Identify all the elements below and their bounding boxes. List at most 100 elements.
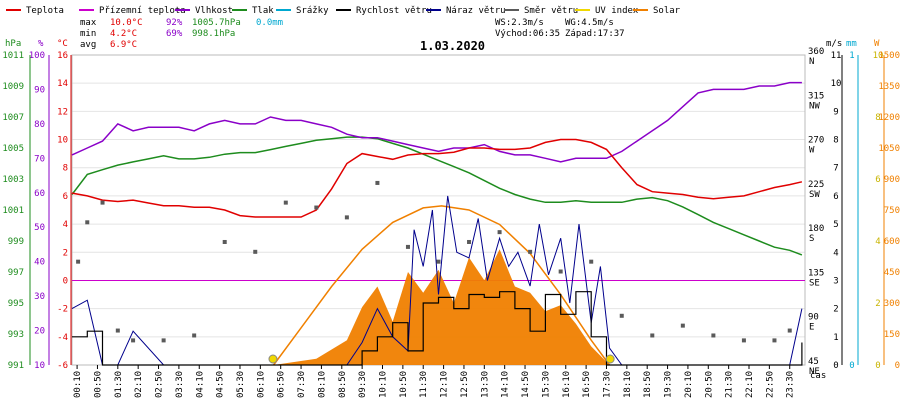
legend-label-humidity: Vlhkost (195, 6, 233, 16)
chart-title: 1.03.2020 (420, 39, 485, 53)
wind-dir-point (405, 244, 410, 249)
dir-tick-compass: NE (809, 367, 820, 377)
w-tick: 600 (884, 237, 900, 247)
degc-tick: -4 (57, 333, 68, 343)
wind-dir-point (436, 259, 441, 264)
x-tick-label: 15:30 (541, 371, 551, 398)
pct-tick: 60 (34, 189, 45, 199)
degc-tick: 2 (63, 248, 68, 258)
hpa-tick: 1001 (2, 206, 24, 216)
legend-label-wind_dir: Směr větru (524, 6, 578, 16)
dir-tick-compass: W (809, 146, 815, 156)
ms-tick: 8 (833, 136, 838, 146)
wind-dir-point (85, 220, 90, 225)
x-tick-label: 18:50 (643, 371, 653, 398)
pct-tick: 50 (34, 223, 45, 233)
wind-dir-point (650, 333, 655, 338)
ms-tick: 5 (833, 220, 838, 230)
wind-dir-point (253, 249, 258, 254)
ms-tick: 2 (833, 305, 838, 315)
x-tick-label: 23:30 (786, 371, 796, 398)
ms-tick: 9 (833, 107, 838, 117)
x-tick-label: 14:10 (501, 371, 511, 398)
ms-tick: 7 (833, 164, 838, 174)
x-axis-label: čas (810, 370, 826, 381)
tlak-line (71, 136, 803, 256)
mm-tick: 1 (849, 51, 854, 61)
dir-tick-compass: E (809, 323, 814, 333)
wind-dir-point (787, 328, 792, 333)
pct-tick: 100 (29, 51, 45, 61)
wind-dir-point (589, 259, 594, 264)
x-tick-label: 22:50 (765, 371, 775, 398)
dir-tick-compass: SW (809, 190, 820, 200)
wind-dir-point (222, 239, 227, 244)
pct-tick: 10 (34, 361, 45, 371)
degc-tick: 16 (57, 51, 68, 61)
w-tick: 1200 (878, 113, 900, 123)
wind-dir-point (497, 230, 502, 235)
legend-label-pressure: Tlak (252, 6, 274, 16)
x-tick-label: 06:10 (256, 371, 266, 398)
max-temp: 10.0°C (110, 18, 143, 28)
ms-tick: 10 (831, 79, 842, 89)
wind-dir-point (76, 259, 81, 264)
w-tick: 750 (884, 206, 900, 216)
max-rain: 0.0mm (256, 18, 283, 28)
x-tick-label: 00:10 (73, 371, 83, 398)
hpa-tick: 993 (8, 330, 24, 340)
w-tick: 1050 (878, 144, 900, 154)
legend-label-gust: Náraz větru (446, 6, 506, 16)
dir-tick-compass: SE (809, 278, 820, 288)
ms-tick: 11 (831, 51, 842, 61)
dir-tick-degree: 360 (808, 47, 824, 57)
x-tick-label: 04:10 (195, 371, 205, 398)
wind-gust-avg: WG:4.5m/s (565, 18, 614, 28)
sunrise: Východ:06:35 (495, 29, 560, 39)
avg-label: avg (80, 40, 96, 50)
max-label: max (80, 18, 97, 28)
uvi-tick: 0 (875, 361, 880, 371)
x-tick-label: 20:50 (704, 371, 714, 398)
x-tick-label: 20:10 (684, 371, 694, 398)
max-pressure: 1005.7hPa (192, 18, 241, 28)
wind-dir-point (558, 269, 563, 274)
wind-dir-point (161, 338, 166, 343)
degc-unit: °C (57, 39, 68, 49)
x-tick-label: 21:30 (725, 371, 735, 398)
mm-tick: 0 (849, 361, 854, 371)
ms-tick: 6 (833, 192, 838, 202)
wind-dir-point (619, 313, 624, 318)
dir-tick-degree: 315 (808, 91, 824, 101)
hpa-tick: 999 (8, 237, 24, 247)
x-tick-label: 16:10 (562, 371, 572, 398)
ms-tick: 3 (833, 276, 838, 286)
uvi-tick: 8 (875, 113, 880, 123)
avg-temp: 6.9°C (110, 40, 137, 50)
w-tick: 900 (884, 175, 900, 185)
min-label: min (80, 29, 96, 39)
w-tick: 300 (884, 299, 900, 309)
pct-unit: % (38, 39, 44, 49)
x-tick-label: 12:50 (460, 371, 470, 398)
uvi-tick: 2 (875, 299, 880, 309)
dir-tick-degree: 225 (808, 180, 824, 190)
w-tick: 0 (895, 361, 900, 371)
ms-unit: m/s (826, 39, 842, 49)
wind-dir-point (711, 333, 716, 338)
min-pressure: 998.1hPa (192, 29, 235, 39)
wind-dir-point (344, 215, 349, 220)
hpa-unit: hPa (5, 39, 21, 49)
x-tick-label: 00:50 (93, 371, 103, 398)
dir-tick-compass: S (809, 234, 814, 244)
dir-tick-degree: 135 (808, 268, 824, 278)
hpa-tick: 991 (8, 361, 24, 371)
wind-dir-point (467, 239, 472, 244)
hpa-tick: 997 (8, 268, 24, 278)
degc-tick: 8 (63, 164, 68, 174)
legend-label-solar: Solar (653, 6, 681, 16)
rychlost-v-tru-line (72, 291, 803, 366)
x-tick-label: 06:50 (277, 371, 287, 398)
x-tick-label: 12:10 (440, 371, 450, 398)
